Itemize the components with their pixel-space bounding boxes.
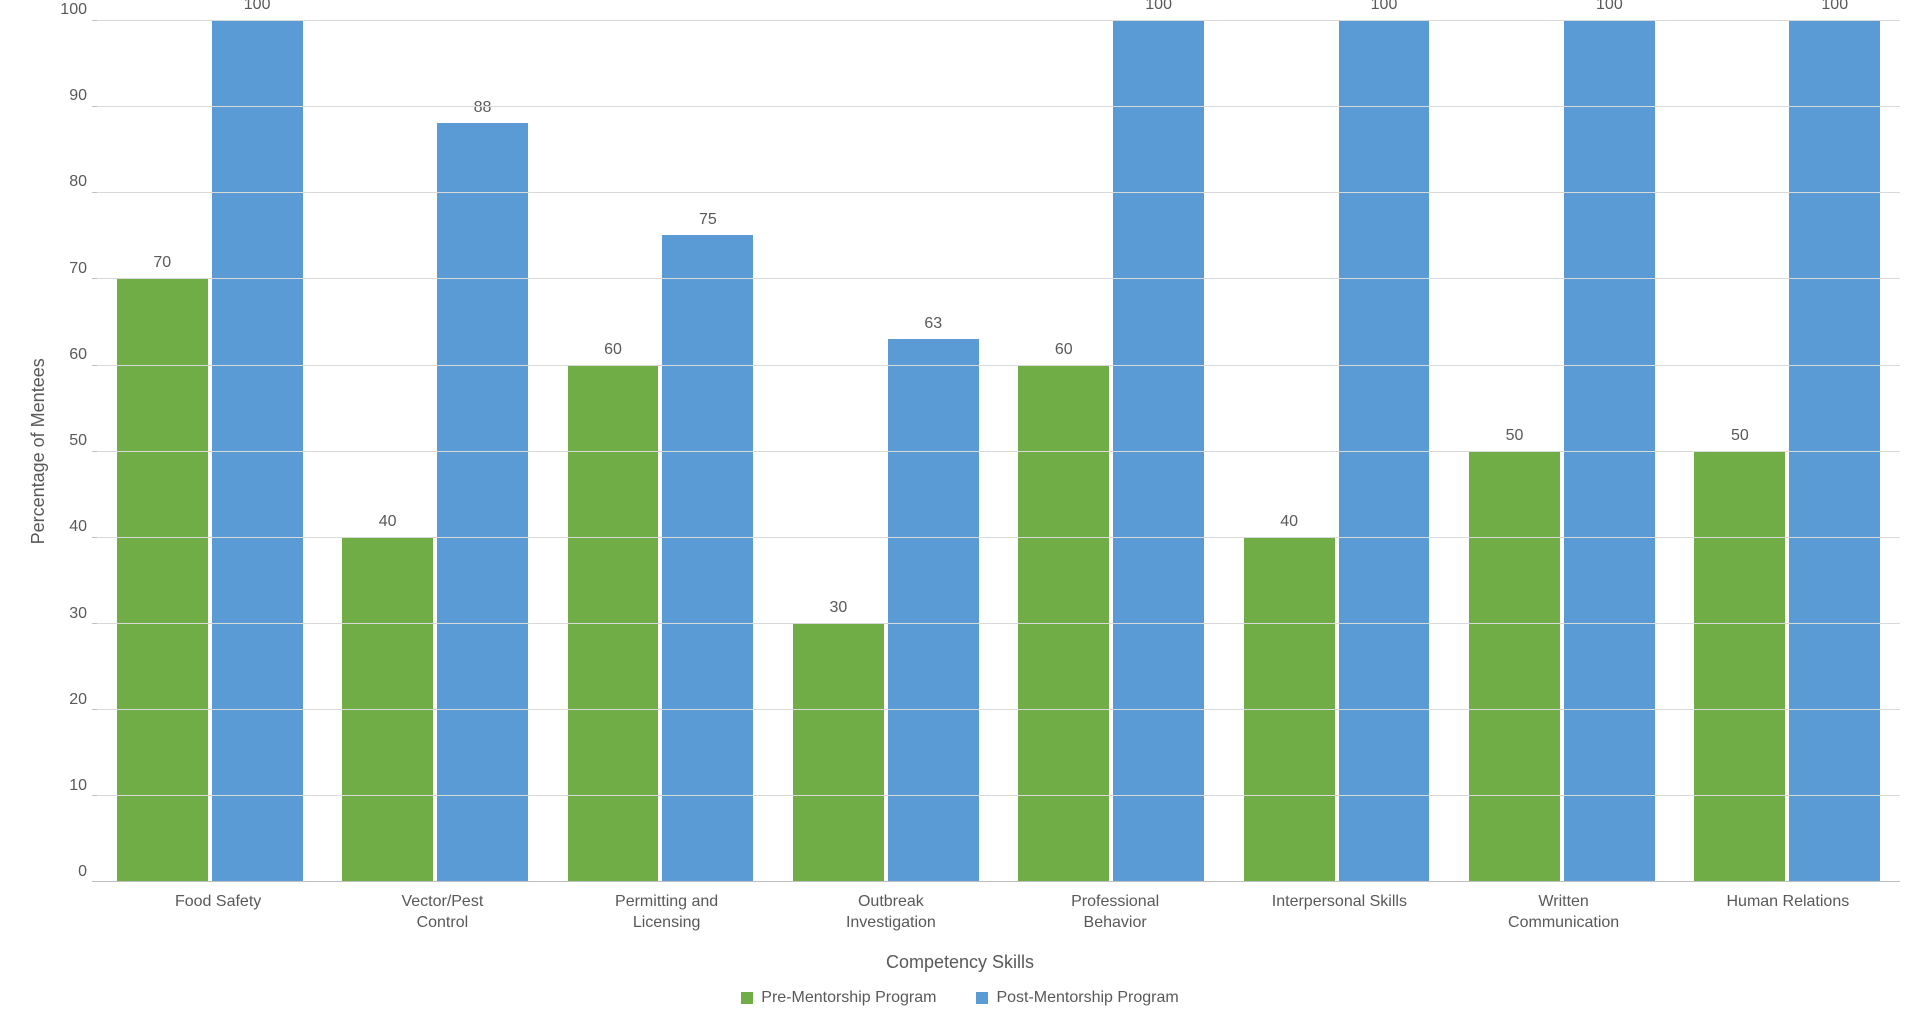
x-tick-label: Food Safety xyxy=(106,882,330,934)
gridline xyxy=(97,451,1900,452)
legend-label: Post-Mentorship Program xyxy=(996,989,1178,1007)
gridline xyxy=(97,623,1900,624)
y-tick-mark xyxy=(92,795,97,796)
x-tick-label: Interpersonal Skills xyxy=(1227,882,1451,934)
plot-area: 7010040886075306360100401005010050100 xyxy=(97,20,1900,882)
x-tick-label: OutbreakInvestigation xyxy=(779,882,1003,934)
y-tick-mark xyxy=(92,881,97,882)
bar: 70 xyxy=(117,278,208,881)
gridline xyxy=(97,192,1900,193)
y-tick-mark xyxy=(92,278,97,279)
bar: 50 xyxy=(1469,451,1560,882)
y-axis-title: Percentage of Mentees xyxy=(20,20,57,882)
plot-row: Percentage of Mentees 100908070605040302… xyxy=(20,20,1900,882)
y-tick-mark xyxy=(92,709,97,710)
x-tick-label: WrittenCommunication xyxy=(1452,882,1676,934)
bar-value-label: 40 xyxy=(1280,513,1298,531)
bar-value-label: 100 xyxy=(1145,0,1172,14)
legend-label: Pre-Mentorship Program xyxy=(761,989,936,1007)
bar: 50 xyxy=(1694,451,1785,882)
y-tick-mark xyxy=(92,623,97,624)
y-tick-mark xyxy=(92,365,97,366)
legend-swatch xyxy=(741,992,753,1004)
legend-item: Post-Mentorship Program xyxy=(976,989,1178,1007)
y-tick-mark xyxy=(92,20,97,21)
y-tick-mark xyxy=(92,451,97,452)
bar-value-label: 50 xyxy=(1506,427,1524,445)
bar-value-label: 50 xyxy=(1731,427,1749,445)
x-axis-row: Food SafetyVector/PestControlPermitting … xyxy=(20,882,1900,934)
bar-value-label: 63 xyxy=(924,315,942,333)
y-tick-mark xyxy=(92,106,97,107)
gridline xyxy=(97,278,1900,279)
bar-value-label: 100 xyxy=(1371,0,1398,14)
x-tick-label: ProfessionalBehavior xyxy=(1003,882,1227,934)
x-spacer xyxy=(20,882,106,934)
bar: 63 xyxy=(888,339,979,882)
bar-value-label: 60 xyxy=(1055,341,1073,359)
x-tick-label: Human Relations xyxy=(1676,882,1900,934)
bar: 30 xyxy=(793,623,884,881)
bar-value-label: 70 xyxy=(153,254,171,272)
bar-value-label: 75 xyxy=(699,211,717,229)
bar-value-label: 100 xyxy=(1821,0,1848,14)
bar-value-label: 88 xyxy=(474,99,492,117)
bar-value-label: 100 xyxy=(1596,0,1623,14)
x-tick-label: Vector/PestControl xyxy=(330,882,554,934)
bar-value-label: 60 xyxy=(604,341,622,359)
legend-item: Pre-Mentorship Program xyxy=(741,989,936,1007)
bar-value-label: 40 xyxy=(379,513,397,531)
legend-swatch xyxy=(976,992,988,1004)
legend: Pre-Mentorship Program Post-Mentorship Pr… xyxy=(20,973,1900,1007)
gridline xyxy=(97,709,1900,710)
x-axis-title-text: Competency Skills xyxy=(886,952,1034,972)
y-tick-mark xyxy=(92,537,97,538)
bar: 75 xyxy=(662,235,753,881)
x-axis-labels: Food SafetyVector/PestControlPermitting … xyxy=(106,882,1900,934)
gridline xyxy=(97,20,1900,21)
bar: 88 xyxy=(437,123,528,881)
gridline xyxy=(97,106,1900,107)
x-axis-title: Competency Skills xyxy=(20,934,1900,973)
x-tick-label: Permitting andLicensing xyxy=(555,882,779,934)
gridline xyxy=(97,795,1900,796)
bar-value-label: 100 xyxy=(244,0,271,14)
gridline xyxy=(97,537,1900,538)
y-axis-labels: 1009080706050403020100 xyxy=(57,20,97,882)
y-tick-mark xyxy=(92,192,97,193)
mentorship-chart: Percentage of Mentees 100908070605040302… xyxy=(20,20,1900,1007)
bar-value-label: 30 xyxy=(829,599,847,617)
gridline xyxy=(97,365,1900,366)
